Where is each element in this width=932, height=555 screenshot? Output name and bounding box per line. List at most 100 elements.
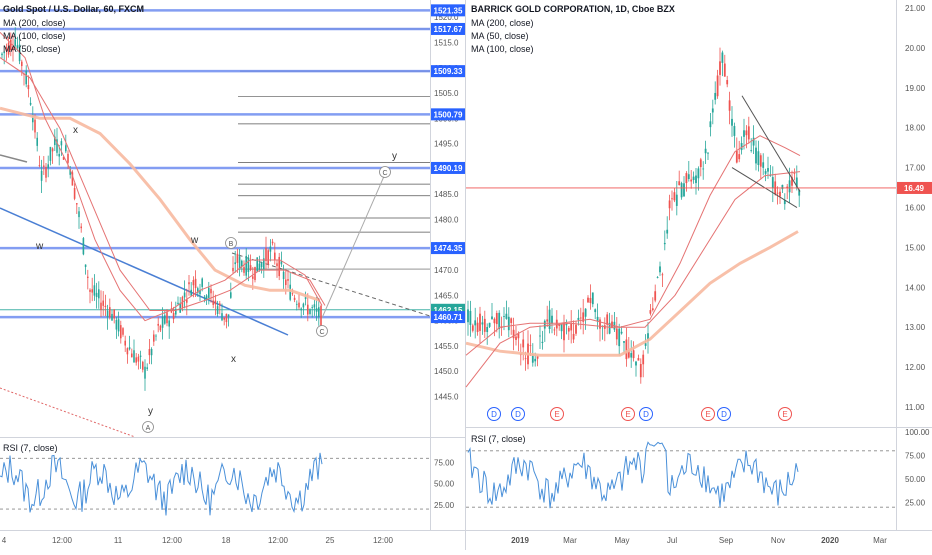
right-candle-body <box>596 316 599 322</box>
left-candle-body <box>56 139 58 153</box>
right-candle-body <box>769 175 772 177</box>
right-candle-body <box>637 358 640 361</box>
right-candle-body <box>507 316 510 331</box>
left-ma100-legend[interactable]: MA (100, close) <box>3 31 66 41</box>
right-rsi-tick: 75.00 <box>905 452 926 461</box>
right-candle-body <box>524 358 527 360</box>
right-ma-50-line <box>465 135 801 356</box>
left-candle-body <box>16 45 19 48</box>
right-candle-body <box>563 322 565 341</box>
left-candle-body <box>106 310 109 318</box>
right-ma200-legend[interactable]: MA (200, close) <box>471 18 534 28</box>
right-candle-body <box>793 173 796 175</box>
left-candle-body <box>232 267 234 272</box>
right-candle-body <box>663 242 666 245</box>
left-wave-label: w <box>35 241 44 252</box>
left-rsi-tick: 50.00 <box>434 480 455 489</box>
right-wedge-upper <box>741 95 801 192</box>
left-wave-circle-label: C <box>382 170 387 177</box>
left-candle-body <box>36 137 38 146</box>
left-candle-body <box>10 39 12 50</box>
left-candle-body <box>5 47 8 51</box>
left-candle-body <box>256 257 258 272</box>
right-candle-body <box>702 168 705 170</box>
left-price-badge-text: 1509.33 <box>434 67 463 76</box>
right-rsi-tick: 25.00 <box>905 499 926 508</box>
left-candle-body <box>221 313 223 321</box>
left-candle-body <box>133 350 135 363</box>
left-candle-body <box>38 165 41 166</box>
left-candle-body <box>179 302 181 313</box>
left-candle-body <box>282 271 285 280</box>
left-candle-body <box>93 285 96 296</box>
right-time-tick: Mar <box>873 536 887 545</box>
left-wave-circle-label: A <box>146 425 151 432</box>
right-candle-body <box>498 312 501 329</box>
right-candle-body <box>743 130 745 137</box>
left-candle-body <box>21 61 23 67</box>
right-ma50-legend[interactable]: MA (50, close) <box>471 31 529 41</box>
right-event-marker <box>717 407 731 421</box>
right-candle-body <box>546 319 549 322</box>
left-rsi-legend[interactable]: RSI (7, close) <box>3 443 58 453</box>
left-candle-body <box>175 308 177 315</box>
left-candle-body <box>216 306 219 314</box>
right-candle-body <box>745 130 748 136</box>
left-candle-body <box>3 51 5 54</box>
left-candle-body <box>87 276 89 278</box>
left-time-tick: 12:00 <box>373 536 394 545</box>
right-candle-body <box>699 159 702 168</box>
right-candle-body <box>635 361 637 366</box>
right-candle-body <box>771 177 774 189</box>
right-candle-body <box>723 63 726 77</box>
right-candle-body <box>503 316 505 317</box>
right-candle-body <box>539 335 541 337</box>
right-last-price-text: 16.49 <box>904 184 925 193</box>
left-rsi-tick: 75.00 <box>434 459 455 468</box>
right-candle-body <box>767 168 769 172</box>
right-ma100-legend[interactable]: MA (100, close) <box>471 44 534 54</box>
right-rsi-tick: 50.00 <box>905 475 926 484</box>
left-candles <box>1 27 322 391</box>
right-candle-body <box>762 162 765 168</box>
right-candle-body <box>695 175 697 184</box>
left-projection-line <box>321 173 386 319</box>
right-candle-body <box>627 350 630 358</box>
left-candle-body <box>247 257 250 272</box>
right-candle-body <box>551 315 553 324</box>
right-candle-body <box>570 323 573 331</box>
left-candle-body <box>296 303 298 305</box>
left-candle-body <box>311 307 313 309</box>
left-price-badge <box>431 311 465 324</box>
left-candle-body <box>82 238 85 255</box>
right-candle-body <box>541 341 544 343</box>
left-wave-circle-label: C <box>319 329 324 336</box>
right-event-label: D <box>515 410 521 419</box>
left-ma50-legend[interactable]: MA (50, close) <box>3 44 61 54</box>
left-candle-body <box>148 349 151 356</box>
right-candle-body <box>675 194 678 206</box>
left-wave-circle <box>316 325 328 337</box>
right-candle-body <box>467 309 469 323</box>
right-candle-body <box>620 331 623 334</box>
right-time-tick: 2019 <box>511 536 529 545</box>
left-candle-body <box>131 353 133 358</box>
left-price-badge-text: 1517.67 <box>434 25 463 34</box>
left-candle-body <box>142 361 144 370</box>
right-candle-body <box>759 155 762 167</box>
right-candle-body <box>685 173 688 184</box>
left-candle-body <box>40 170 43 181</box>
right-rsi-legend[interactable]: RSI (7, close) <box>471 434 526 444</box>
left-time-tick: 18 <box>222 536 231 545</box>
right-candle-body <box>615 328 618 340</box>
left-ma200-legend[interactable]: MA (200, close) <box>3 18 66 28</box>
left-ma-50-line <box>0 31 323 322</box>
left-wave-circle <box>225 237 237 249</box>
left-candle-body <box>104 305 107 308</box>
right-candle-body <box>757 151 760 165</box>
left-candle-body <box>285 279 287 286</box>
left-candle-body <box>223 317 225 320</box>
left-candle-body <box>95 292 98 298</box>
left-candle-body <box>241 260 243 267</box>
